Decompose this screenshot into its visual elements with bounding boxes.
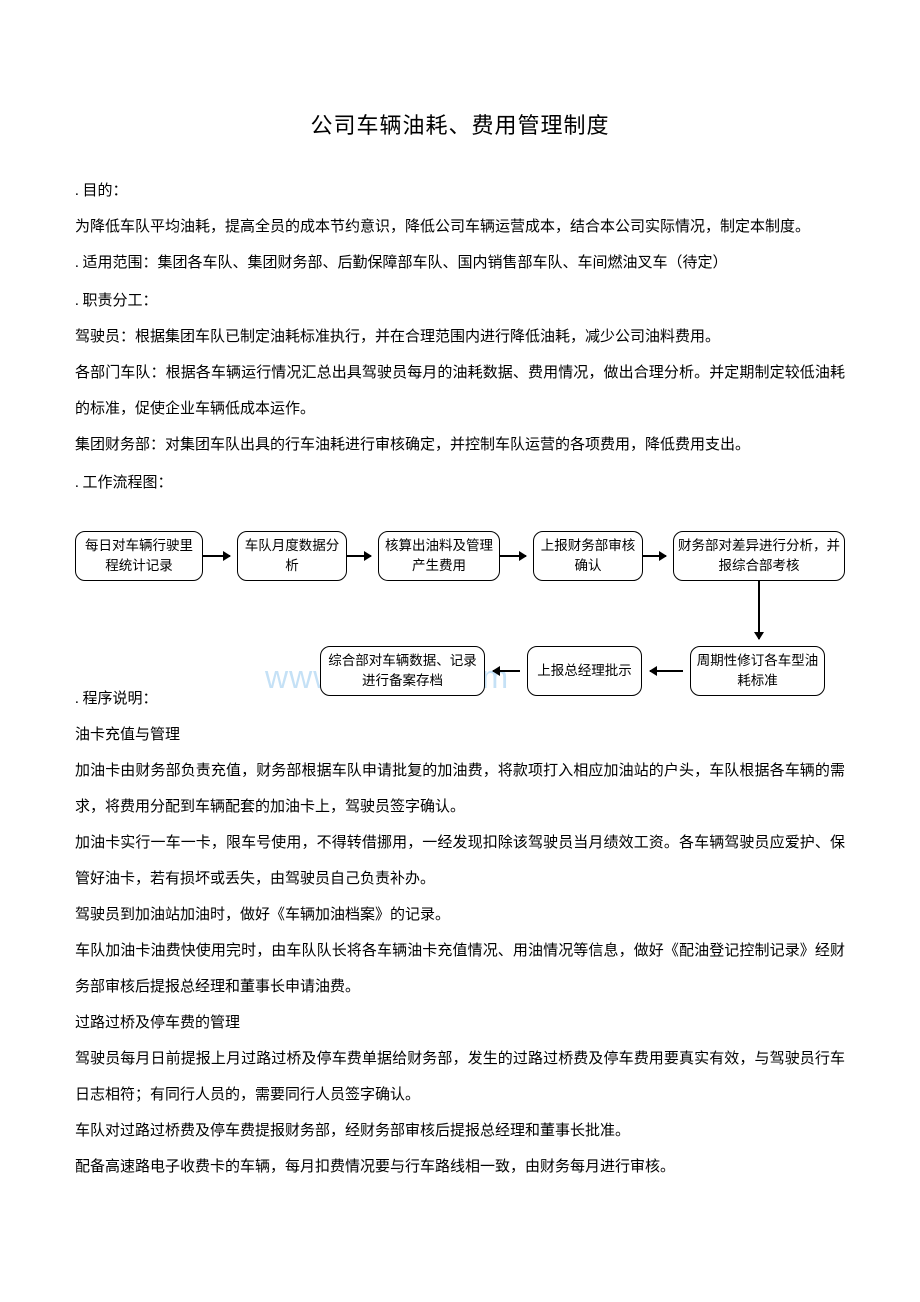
procedure-oilcard-1: 加油卡由财务部负责充值，财务部根据车队申请批复的加油费，将款项打入相应加油站的户… <box>75 753 845 825</box>
section-purpose-head: . 目的： <box>75 173 845 209</box>
arrow-4-5 <box>643 555 666 557</box>
procedure-toll-1: 驾驶员每月日前提报上月过路过桥及停车费单据给财务部，发生的过路过桥费及停车费用要… <box>75 1041 845 1113</box>
arrow-7-6 <box>493 670 520 672</box>
flow-box-revise-standard: 周期性修订各车型油耗标准 <box>690 646 825 696</box>
procedure-toll-2: 车队对过路过桥费及停车费提报财务部，经财务部审核后提报总经理和董事长批准。 <box>75 1113 845 1149</box>
flow-box-report-gm: 上报总经理批示 <box>527 646 642 696</box>
flow-box-daily-record: 每日对车辆行驶里程统计记录 <box>75 531 203 581</box>
arrow-1-2 <box>203 555 230 557</box>
flow-box-calc-cost: 核算出油料及管理产生费用 <box>378 531 500 581</box>
procedure-oilcard-head: 油卡充值与管理 <box>75 717 845 753</box>
section-flowchart-head: . 工作流程图： <box>75 465 845 501</box>
procedure-toll-3: 配备高速路电子收费卡的车辆，每月扣费情况要与行车路线相一致，由财务每月进行审核。 <box>75 1149 845 1185</box>
arrow-8-7 <box>650 670 683 672</box>
responsibility-fleet: 各部门车队：根据各车辆运行情况汇总出具驾驶员每月的油耗数据、费用情况，做出合理分… <box>75 355 845 427</box>
workflow-flowchart: www.bdocx.com 每日对车辆行驶里程统计记录 车队月度数据分析 核算出… <box>75 531 855 711</box>
section-responsibility-head: . 职责分工： <box>75 283 845 319</box>
procedure-oilcard-3: 驾驶员到加油站加油时，做好《车辆加油档案》的记录。 <box>75 897 845 933</box>
arrow-3-4 <box>500 555 526 557</box>
responsibility-driver: 驾驶员：根据集团车队已制定油耗标准执行，并在合理范围内进行降低油耗，减少公司油料… <box>75 319 845 355</box>
page-title: 公司车辆油耗、费用管理制度 <box>75 100 845 153</box>
section-scope: . 适用范围：集团各车队、集团财务部、后勤保障部车队、国内销售部车队、车间燃油叉… <box>75 245 845 281</box>
procedure-oilcard-4: 车队加油卡油费快使用完时，由车队队长将各车辆油卡充值情况、用油情况等信息，做好《… <box>75 933 845 1005</box>
procedure-oilcard-2: 加油卡实行一车一卡，限车号使用，不得转借挪用，一经发现扣除该驾驶员当月绩效工资。… <box>75 825 845 897</box>
responsibility-finance: 集团财务部：对集团车队出具的行车油耗进行审核确定，并控制车队运营的各项费用，降低… <box>75 427 845 463</box>
flow-box-monthly-analysis: 车队月度数据分析 <box>237 531 347 581</box>
section-purpose-body: 为降低车队平均油耗，提高全员的成本节约意识，降低公司车辆运营成本，结合本公司实际… <box>75 209 845 245</box>
arrow-2-3 <box>347 555 371 557</box>
flow-box-report-finance: 上报财务部审核确认 <box>533 531 643 581</box>
arrow-5-8 <box>758 581 760 639</box>
procedure-toll-head: 过路过桥及停车费的管理 <box>75 1005 845 1041</box>
flow-box-finance-analysis: 财务部对差异进行分析，并报综合部考核 <box>673 531 845 581</box>
flow-box-archive: 综合部对车辆数据、记录进行备案存档 <box>320 646 485 696</box>
